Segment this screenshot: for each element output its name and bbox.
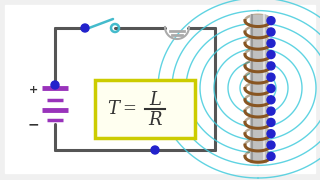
Circle shape bbox=[151, 146, 159, 154]
Circle shape bbox=[168, 9, 186, 27]
Circle shape bbox=[267, 84, 275, 93]
Circle shape bbox=[267, 118, 275, 126]
Text: R: R bbox=[148, 111, 162, 129]
Text: T: T bbox=[107, 100, 119, 118]
FancyBboxPatch shape bbox=[95, 80, 195, 138]
Circle shape bbox=[267, 141, 275, 149]
Circle shape bbox=[267, 107, 275, 115]
Text: L: L bbox=[149, 91, 161, 109]
Circle shape bbox=[267, 130, 275, 138]
Text: +: + bbox=[28, 85, 38, 95]
Circle shape bbox=[267, 39, 275, 47]
Bar bbox=[250, 15, 266, 162]
Circle shape bbox=[267, 96, 275, 104]
Circle shape bbox=[81, 24, 89, 32]
Circle shape bbox=[267, 73, 275, 81]
Circle shape bbox=[51, 81, 59, 89]
Circle shape bbox=[267, 51, 275, 58]
Circle shape bbox=[267, 152, 275, 160]
Circle shape bbox=[267, 28, 275, 36]
Text: −: − bbox=[27, 117, 39, 131]
Circle shape bbox=[267, 62, 275, 70]
Circle shape bbox=[267, 17, 275, 25]
Text: =: = bbox=[122, 100, 136, 118]
